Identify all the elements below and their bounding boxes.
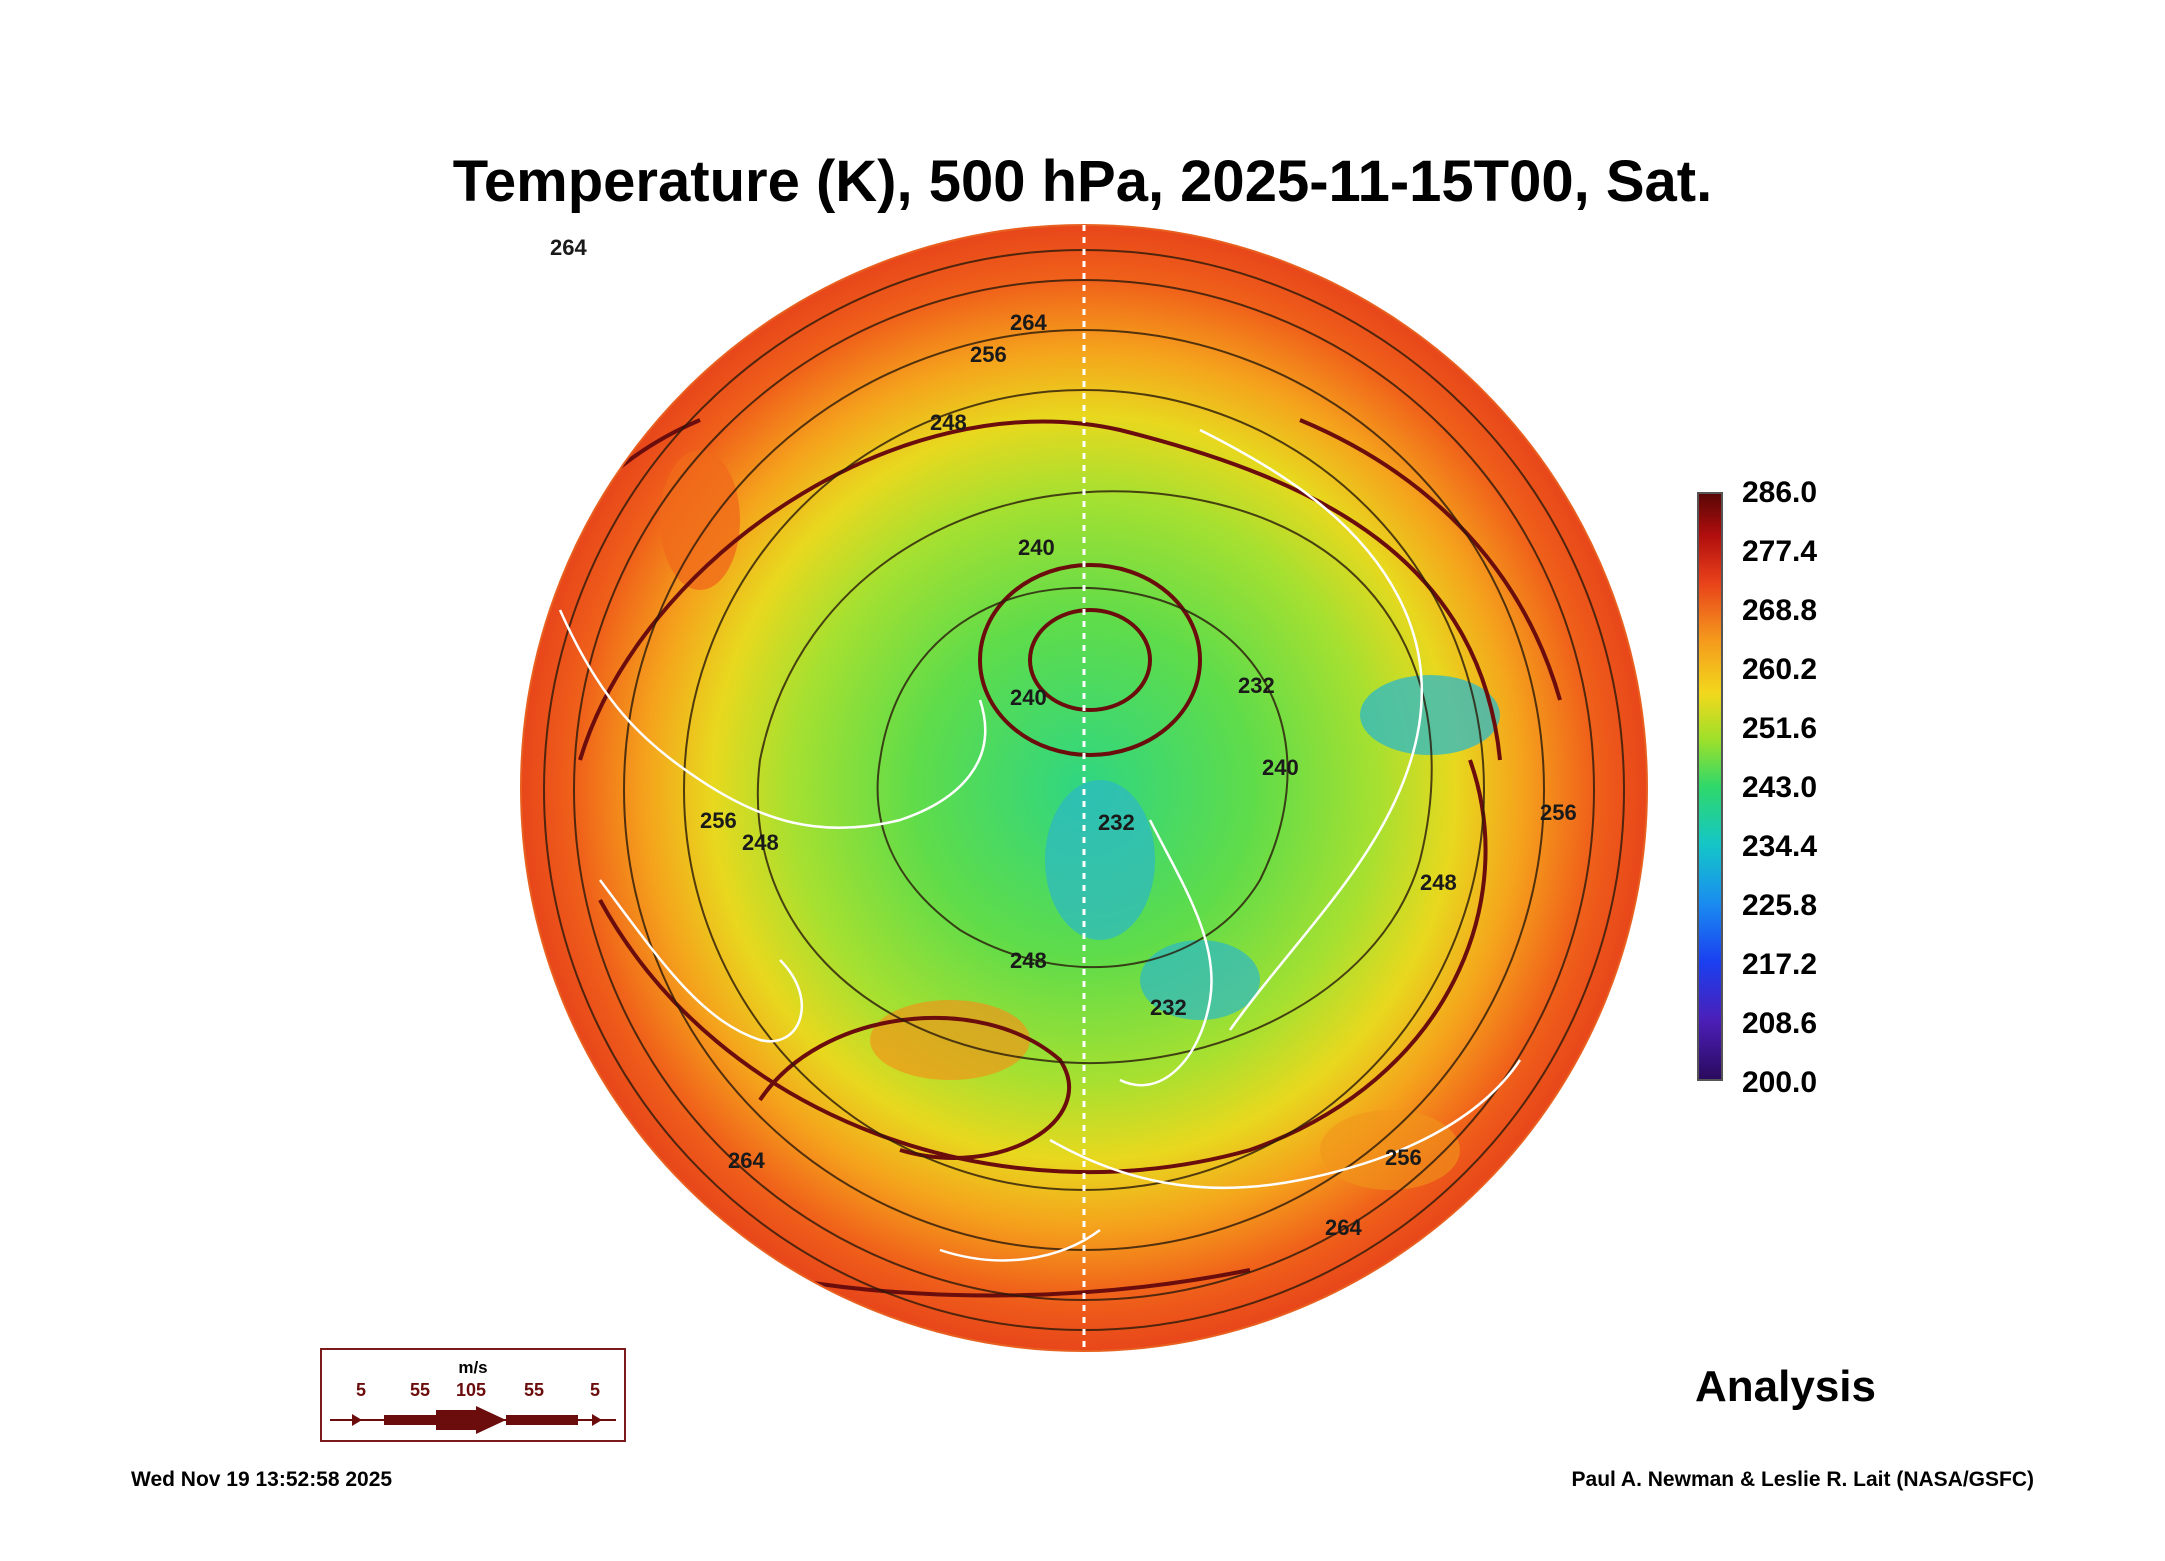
cold-core-canada — [1045, 780, 1155, 940]
colorbar-tick-label: 251.6 — [1742, 712, 1818, 745]
contour-label: 256 — [1385, 1145, 1422, 1170]
contour-label: 264 — [1010, 310, 1047, 335]
contour-label: 256 — [970, 342, 1007, 367]
wind-legend-value: 55 — [524, 1380, 545, 1400]
coastlines — [558, 428, 1522, 1262]
wind-legend-value: 5 — [356, 1380, 367, 1400]
wind-legend-value: 5 — [590, 1380, 601, 1400]
cold-core-atlantic — [1140, 940, 1260, 1020]
credit: Paul A. Newman & Leslie R. Lait (NASA/GS… — [1571, 1468, 2034, 1491]
contour-label: 232 — [1238, 673, 1275, 698]
contour-label: 248 — [1420, 870, 1457, 895]
contour-label: 240 — [1262, 755, 1299, 780]
chart-title: Temperature (K), 500 hPa, 2025-11-15T00,… — [452, 149, 1713, 214]
colorbar-tick-label: 200.0 — [1742, 1066, 1818, 1099]
contour-label: 264 — [728, 1148, 765, 1173]
analysis-label: Analysis — [1695, 1362, 1876, 1411]
warm-ridge-west — [660, 450, 740, 590]
colorbar-tick-label: 268.8 — [1742, 594, 1818, 627]
contour-label: 232 — [1150, 995, 1187, 1020]
colorbar-tick-label: 208.6 — [1742, 1007, 1818, 1040]
colorbar-tick-label: 217.2 — [1742, 948, 1818, 981]
contour-label: 248 — [742, 830, 779, 855]
cold-core-siberia — [1360, 675, 1500, 755]
wind-speed-legend: m/s 5 55 105 55 5 — [320, 1348, 626, 1442]
colorbar-tick-label: 234.4 — [1742, 830, 1818, 863]
colorbar-tick-label: 286.0 — [1742, 476, 1818, 509]
contour-label: 256 — [1540, 800, 1577, 825]
colorbar-tick-label: 277.4 — [1742, 535, 1818, 568]
contour-label: 264 — [550, 235, 587, 260]
contour-label: 232 — [1098, 810, 1135, 835]
contour-label: 240 — [1010, 685, 1047, 710]
wind-legend-value: 55 — [410, 1380, 431, 1400]
colorbar-tick-label: 243.0 — [1742, 771, 1818, 804]
contour-label: 240 — [1018, 535, 1055, 560]
colorbar-tick-label: 260.2 — [1742, 653, 1818, 686]
wind-legend-value: 105 — [456, 1380, 487, 1400]
colorbar — [1697, 492, 1723, 1081]
contour-label: 248 — [1010, 948, 1047, 973]
wind-legend-unit: m/s — [458, 1358, 488, 1377]
contour-label: 248 — [930, 410, 967, 435]
colorbar-tick-label: 225.8 — [1742, 889, 1818, 922]
contour-label: 264 — [1325, 1215, 1362, 1240]
timestamp: Wed Nov 19 13:52:58 2025 — [131, 1468, 393, 1491]
wind-legend-arrow — [330, 1406, 616, 1434]
contour-label: 256 — [700, 808, 737, 833]
